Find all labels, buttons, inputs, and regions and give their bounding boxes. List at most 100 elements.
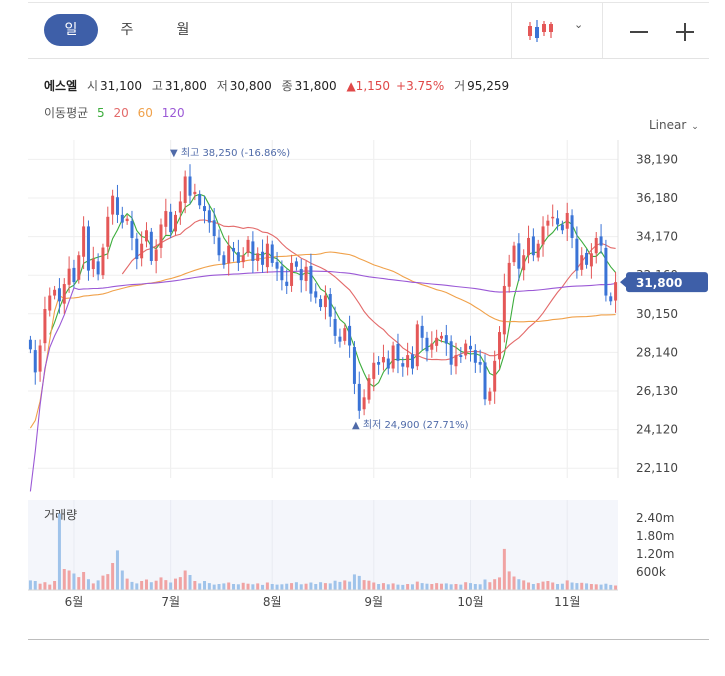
volume-bar[interactable] bbox=[106, 574, 110, 590]
volume-bar[interactable] bbox=[82, 572, 86, 590]
candle[interactable] bbox=[444, 335, 448, 344]
candle[interactable] bbox=[203, 206, 207, 212]
volume-bar[interactable] bbox=[125, 578, 129, 590]
volume-bar[interactable] bbox=[188, 575, 192, 590]
candle[interactable] bbox=[522, 255, 526, 271]
candle[interactable] bbox=[381, 357, 385, 363]
candle[interactable] bbox=[38, 345, 42, 372]
candle[interactable] bbox=[188, 176, 192, 196]
volume-bar[interactable] bbox=[43, 582, 47, 590]
volume-bar[interactable] bbox=[304, 583, 308, 590]
candle[interactable] bbox=[82, 226, 86, 257]
candle[interactable] bbox=[478, 362, 482, 365]
candle[interactable] bbox=[498, 332, 502, 360]
volume-bar[interactable] bbox=[415, 581, 419, 590]
volume-bar[interactable] bbox=[193, 581, 197, 590]
candle[interactable] bbox=[599, 236, 603, 246]
volume-bar[interactable] bbox=[459, 584, 463, 590]
volume-bar[interactable] bbox=[396, 584, 400, 590]
volume-bar[interactable] bbox=[541, 581, 545, 590]
candle[interactable] bbox=[589, 253, 593, 267]
volume-bar[interactable] bbox=[203, 581, 207, 590]
volume-bar[interactable] bbox=[309, 582, 313, 591]
candle[interactable] bbox=[507, 262, 511, 287]
candle[interactable] bbox=[169, 211, 173, 233]
volume-bar[interactable] bbox=[609, 584, 613, 590]
candle[interactable] bbox=[473, 350, 477, 363]
candle[interactable] bbox=[222, 255, 226, 265]
candle[interactable] bbox=[377, 362, 381, 365]
volume-bar[interactable] bbox=[589, 584, 593, 590]
tab-weekly[interactable]: 주 bbox=[120, 22, 134, 38]
ma-5-label[interactable]: 5 bbox=[97, 106, 105, 120]
candle[interactable] bbox=[304, 266, 308, 281]
candle[interactable] bbox=[251, 241, 255, 261]
volume-bar[interactable] bbox=[294, 582, 298, 590]
volume-bar[interactable] bbox=[565, 580, 569, 590]
volume-bar[interactable] bbox=[227, 582, 231, 591]
volume-bar[interactable] bbox=[483, 579, 487, 591]
candle[interactable] bbox=[154, 249, 158, 261]
volume-bar[interactable] bbox=[265, 582, 269, 591]
candle[interactable] bbox=[323, 295, 327, 308]
candle[interactable] bbox=[217, 237, 221, 256]
volume-bar[interactable] bbox=[236, 584, 240, 590]
candle[interactable] bbox=[459, 355, 463, 358]
volume-bar[interactable] bbox=[493, 579, 497, 590]
candle[interactable] bbox=[183, 176, 187, 203]
candle[interactable] bbox=[362, 397, 366, 410]
volume-bar[interactable] bbox=[333, 580, 337, 590]
volume-bar[interactable] bbox=[149, 582, 153, 590]
volume-bar[interactable] bbox=[604, 583, 608, 590]
volume-bar[interactable] bbox=[91, 583, 95, 590]
candle[interactable] bbox=[53, 289, 57, 296]
candle[interactable] bbox=[198, 194, 202, 206]
candle[interactable] bbox=[135, 238, 139, 260]
candle[interactable] bbox=[256, 253, 260, 261]
candle[interactable] bbox=[48, 295, 52, 311]
volume-bar[interactable] bbox=[449, 584, 453, 590]
candle[interactable] bbox=[469, 345, 472, 350]
volume-bar[interactable] bbox=[217, 584, 221, 590]
volume-bar[interactable] bbox=[111, 563, 115, 590]
candle[interactable] bbox=[352, 347, 356, 384]
volume-bar[interactable] bbox=[488, 582, 492, 590]
volume-bar[interactable] bbox=[614, 585, 618, 591]
candle[interactable] bbox=[111, 195, 115, 215]
volume-bar[interactable] bbox=[531, 584, 535, 590]
volume-bar[interactable] bbox=[135, 583, 139, 590]
candle[interactable] bbox=[454, 355, 458, 367]
scale-toggle[interactable]: Linear ⌄ bbox=[649, 118, 699, 132]
volume-bar[interactable] bbox=[556, 584, 560, 590]
candle[interactable] bbox=[464, 343, 468, 356]
tab-daily[interactable]: 일 bbox=[44, 14, 98, 46]
candle[interactable] bbox=[285, 281, 289, 286]
volume-bar[interactable] bbox=[232, 584, 236, 590]
volume-bar[interactable] bbox=[357, 575, 361, 590]
volume-bar[interactable] bbox=[522, 580, 526, 590]
volume-bar[interactable] bbox=[72, 573, 76, 591]
candle[interactable] bbox=[367, 378, 371, 400]
volume-bar[interactable] bbox=[512, 576, 516, 591]
candle[interactable] bbox=[149, 231, 153, 261]
tab-monthly[interactable]: 월 bbox=[176, 22, 190, 38]
volume-bar[interactable] bbox=[77, 577, 81, 590]
candle[interactable] bbox=[299, 269, 303, 281]
zoom-in-button[interactable] bbox=[670, 16, 700, 46]
ma-60-label[interactable]: 60 bbox=[137, 106, 153, 120]
volume-bar[interactable] bbox=[270, 584, 274, 590]
candle[interactable] bbox=[449, 341, 453, 365]
candle[interactable] bbox=[556, 218, 560, 225]
volume-bar[interactable] bbox=[444, 583, 448, 590]
candle[interactable] bbox=[415, 324, 419, 367]
candle[interactable] bbox=[265, 243, 269, 268]
volume-bar[interactable] bbox=[261, 584, 265, 590]
candle[interactable] bbox=[178, 201, 182, 213]
volume-bar[interactable] bbox=[469, 583, 472, 590]
volume-bar[interactable] bbox=[246, 583, 250, 590]
candle[interactable] bbox=[430, 343, 434, 350]
volume-bar[interactable] bbox=[401, 584, 405, 590]
volume-bar[interactable] bbox=[154, 580, 158, 590]
candle[interactable] bbox=[207, 210, 211, 223]
volume-bar[interactable] bbox=[241, 582, 245, 590]
